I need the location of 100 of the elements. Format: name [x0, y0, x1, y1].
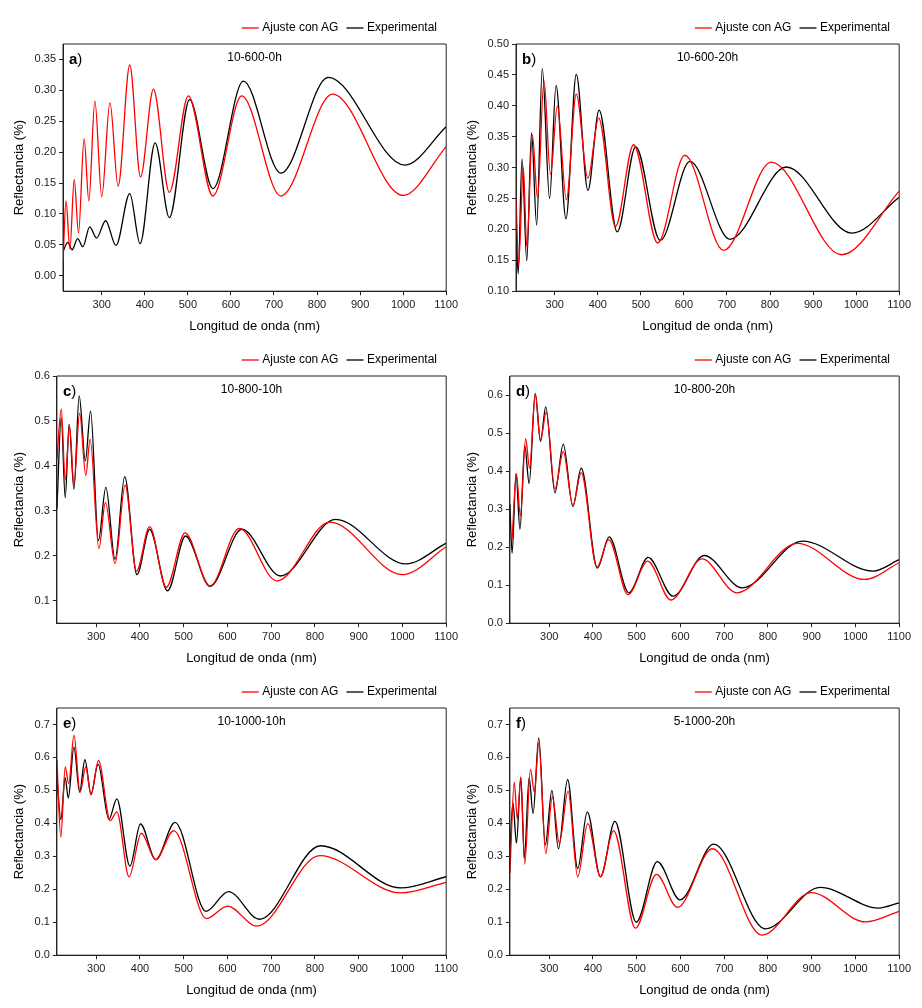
y-tick-label: 0.40	[487, 98, 510, 111]
y-tick-label: 0.7	[487, 717, 503, 730]
x-tick-label: 1000	[390, 629, 415, 642]
y-tick-label: 0.4	[34, 458, 50, 471]
legend-label: Experimental	[366, 20, 437, 35]
x-tick-label: 500	[174, 629, 193, 642]
x-tick-label: 900	[349, 629, 368, 642]
y-tick-label: 0.05	[34, 237, 57, 250]
legend-label: Ajuste con AG	[715, 352, 792, 367]
annotation: a)	[69, 49, 83, 67]
annotation: 10-800-20h	[673, 382, 736, 397]
y-tick-label: 0.7	[34, 717, 50, 730]
x-tick-label: 600	[674, 297, 694, 310]
legend-label: Experimental	[819, 352, 890, 367]
legend-label: Experimental	[366, 684, 437, 699]
x-tick-label: 300	[92, 297, 111, 310]
y-axis-title: Reflectancia (%)	[464, 451, 480, 548]
x-tick-label: 300	[545, 297, 564, 310]
y-tick-label: 0.45	[487, 67, 510, 80]
y-tick-label: 0.5	[34, 413, 50, 426]
y-tick-label: 0.50	[487, 37, 510, 50]
legend-label: Ajuste con AG	[715, 20, 792, 35]
y-tick-label: 0.6	[34, 750, 50, 763]
y-tick-label: 0.3	[34, 849, 50, 862]
x-tick-label: 800	[760, 297, 780, 310]
x-tick-label: 700	[717, 297, 737, 310]
y-axis-title: Reflectancia (%)	[11, 783, 27, 880]
x-tick-label: 700	[715, 629, 734, 642]
y-tick-label: 0.5	[487, 783, 503, 796]
x-tick-label: 800	[758, 629, 778, 642]
y-tick-label: 0.3	[487, 849, 503, 862]
x-tick-label: 300	[540, 961, 559, 974]
legend-label: Ajuste con AG	[262, 352, 339, 367]
y-tick-label: 0.20	[34, 145, 57, 158]
y-tick-label: 0.5	[487, 426, 503, 439]
x-tick-label: 1000	[843, 961, 868, 974]
x-tick-label: 800	[758, 961, 778, 974]
y-tick-label: 0.20	[487, 222, 510, 235]
x-tick-label: 700	[264, 297, 284, 310]
x-tick-label: 600	[671, 961, 690, 974]
y-axis-title: Reflectancia (%)	[464, 783, 480, 880]
y-tick-label: 0.25	[34, 114, 57, 127]
y-tick-label: 0.30	[34, 83, 57, 96]
x-tick-label: 1000	[390, 961, 415, 974]
annotation: c)	[62, 381, 77, 399]
y-tick-label: 0.30	[487, 160, 510, 173]
y-tick-label: 0.0	[487, 948, 503, 961]
y-tick-label: 0.1	[487, 915, 503, 928]
x-tick-label: 1100	[434, 629, 458, 642]
y-tick-label: 0.4	[34, 816, 50, 829]
y-tick-label: 0.2	[487, 540, 503, 553]
y-tick-label: 0.10	[34, 206, 57, 219]
annotation: e)	[62, 713, 77, 731]
annotation: 10-1000-10h	[217, 714, 286, 729]
x-axis-title: Longitud de onda (nm)	[639, 981, 770, 997]
y-tick-label: 0.1	[34, 915, 50, 928]
x-tick-label: 500	[631, 297, 651, 310]
x-tick-label: 400	[130, 961, 150, 974]
y-tick-label: 0.3	[34, 503, 50, 516]
x-tick-label: 900	[803, 297, 823, 310]
x-tick-label: 700	[262, 629, 281, 642]
x-tick-label: 700	[262, 961, 281, 974]
x-tick-label: 600	[218, 961, 237, 974]
y-tick-label: 0.3	[487, 502, 503, 515]
x-tick-label: 400	[135, 297, 154, 310]
y-tick-label: 0.6	[487, 750, 503, 763]
annotation: d)	[515, 381, 531, 399]
y-tick-label: 0.2	[34, 548, 50, 561]
x-tick-label: 1100	[434, 961, 458, 974]
x-tick-label: 1000	[843, 629, 868, 642]
x-tick-label: 800	[305, 629, 325, 642]
annotation: 10-600-0h	[227, 50, 282, 65]
x-tick-label: 300	[87, 961, 106, 974]
x-axis-title: Longitud de onda (nm)	[189, 317, 320, 333]
x-tick-label: 600	[671, 629, 690, 642]
x-tick-label: 800	[305, 961, 325, 974]
x-tick-label: 900	[802, 961, 821, 974]
y-tick-label: 0.6	[487, 388, 503, 401]
x-tick-label: 1100	[887, 297, 911, 310]
y-tick-label: 0.4	[487, 816, 503, 829]
y-tick-label: 0.10	[487, 284, 510, 297]
annotation: f)	[515, 713, 526, 731]
y-tick-label: 0.2	[34, 882, 50, 895]
y-tick-label: 0.25	[487, 191, 510, 204]
x-tick-label: 700	[715, 961, 734, 974]
y-tick-label: 0.15	[34, 176, 57, 189]
x-tick-label: 400	[583, 629, 603, 642]
x-tick-label: 400	[130, 629, 150, 642]
y-tick-label: 0.6	[34, 369, 50, 382]
x-axis-title: Longitud de onda (nm)	[642, 317, 773, 333]
y-tick-label: 0.35	[487, 129, 510, 142]
annotation: 5-1000-20h	[673, 714, 736, 729]
y-axis-title: Reflectancia (%)	[11, 119, 27, 216]
x-tick-label: 400	[588, 297, 607, 310]
x-axis-title: Longitud de onda (nm)	[186, 981, 317, 997]
y-axis-title: Reflectancia (%)	[464, 119, 480, 216]
y-tick-label: 0.15	[487, 253, 510, 266]
annotation: 10-600-20h	[676, 50, 739, 65]
x-tick-label: 500	[627, 629, 646, 642]
y-tick-label: 0.5	[34, 783, 50, 796]
